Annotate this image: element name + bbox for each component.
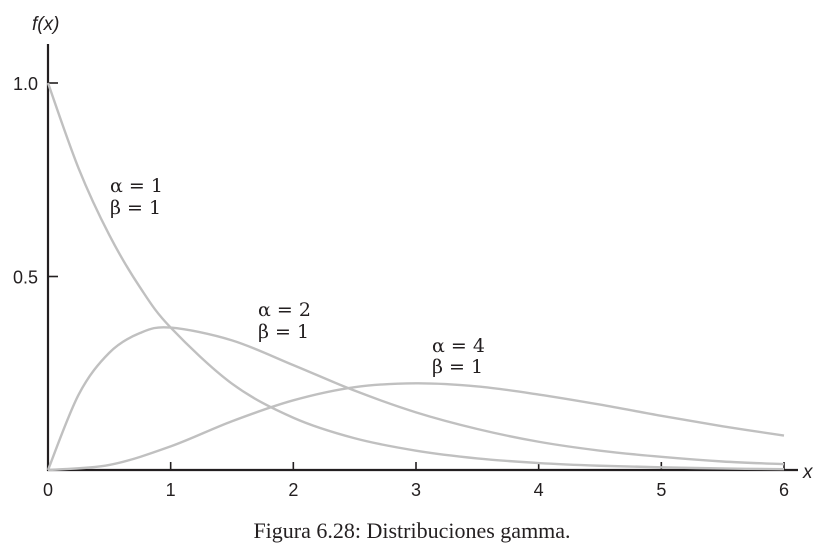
x-tick-label-3: 3	[411, 480, 421, 500]
y-axis-title: f(x)	[32, 14, 59, 35]
series-2-line	[46, 326, 785, 471]
x-axis-title: x	[802, 462, 814, 483]
series-1-label-alpha: α = 1	[110, 175, 163, 197]
x-tick-label-2: 2	[288, 480, 298, 500]
curves	[46, 82, 785, 472]
series-1-label-beta: β = 1	[110, 197, 161, 219]
x-tick-label-0: 0	[43, 480, 53, 500]
figure-caption: Figura 6.28: Distribuciones gamma.	[253, 518, 571, 543]
x-tick-label-5: 5	[656, 480, 666, 500]
series-2-label-alpha: α = 2	[258, 299, 311, 321]
series-3-label-beta: β = 1	[432, 356, 483, 378]
series-2-label-beta: β = 1	[258, 321, 309, 343]
y-tick-label-1: 1.0	[13, 74, 38, 94]
series-1-line	[46, 82, 785, 471]
x-tick-label-6: 6	[779, 480, 789, 500]
y-tick-label-0.5: 0.5	[13, 268, 38, 288]
series-3-line	[47, 382, 785, 472]
x-ticks: 0 1 2 3 4 5 6	[43, 462, 789, 500]
x-tick-label-4: 4	[534, 480, 544, 500]
series-3-label-alpha: α = 4	[432, 335, 485, 357]
x-tick-label-1: 1	[166, 480, 176, 500]
y-ticks: 0.5 1.0	[13, 74, 58, 288]
